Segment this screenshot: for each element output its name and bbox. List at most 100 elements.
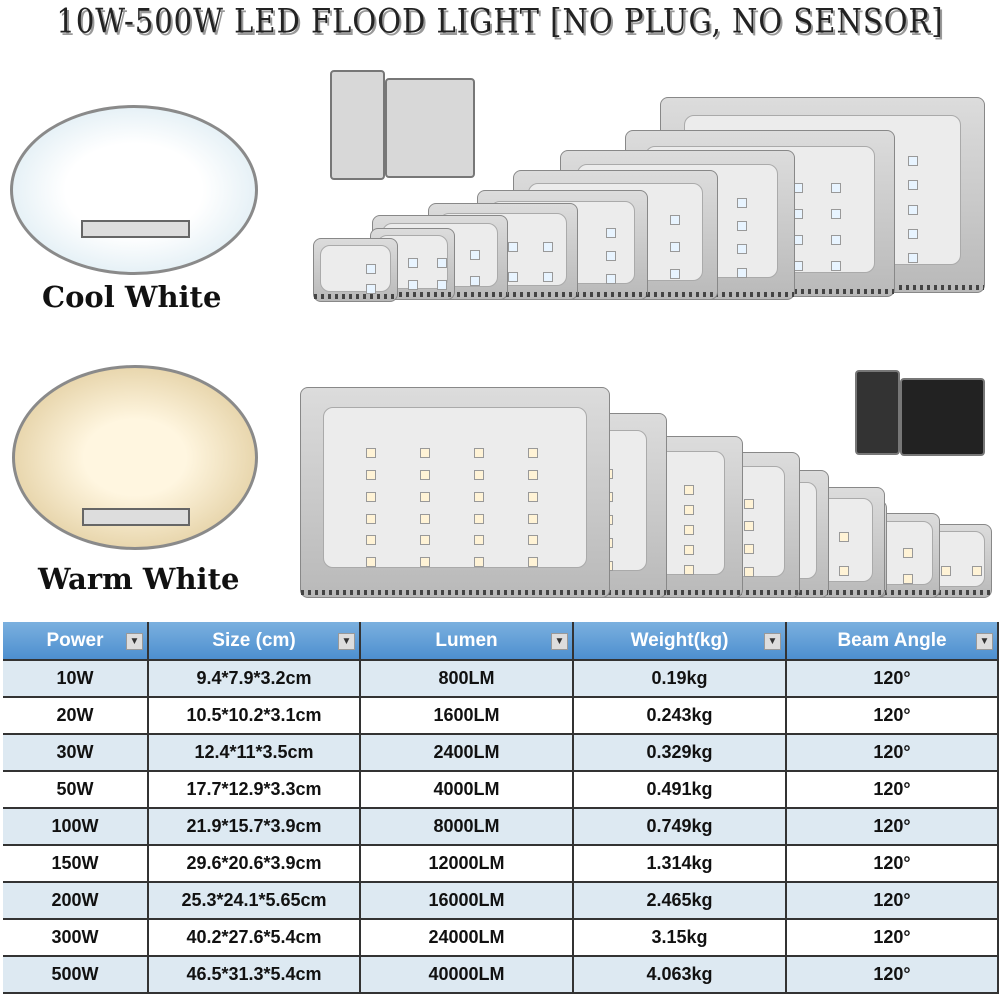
led-chip <box>469 249 480 260</box>
led-chip <box>542 272 553 283</box>
table-cell: 120° <box>786 734 999 772</box>
led-chip <box>737 221 748 232</box>
cool-mount-side-view <box>330 70 385 180</box>
table-cell: 21.9*15.7*3.9cm <box>148 808 361 846</box>
table-cell: 50W <box>3 771 149 809</box>
table-cell: 1.314kg <box>573 845 787 883</box>
table-cell: 40000LM <box>360 956 574 994</box>
filter-dropdown-icon[interactable]: ▼ <box>976 633 993 650</box>
led-chip <box>737 267 748 278</box>
table-cell: 120° <box>786 919 999 957</box>
led-chip <box>528 470 539 481</box>
led-chip <box>605 273 616 284</box>
led-chip <box>419 535 430 546</box>
led-chip <box>528 535 539 546</box>
filter-dropdown-icon[interactable]: ▼ <box>764 633 781 650</box>
led-chip <box>365 470 376 481</box>
table-cell: 9.4*7.9*3.2cm <box>148 660 361 698</box>
led-chip <box>744 566 755 577</box>
led-chip <box>830 183 841 194</box>
table-cell: 120° <box>786 660 999 698</box>
column-header-label: Power <box>46 629 104 651</box>
led-chip <box>839 565 850 576</box>
led-chip <box>903 573 914 584</box>
led-chip <box>474 491 485 502</box>
table-cell: 0.19kg <box>573 660 787 698</box>
table-cell: 3.15kg <box>573 919 787 957</box>
cool-white-label: Cool White <box>42 280 222 314</box>
table-row: 20W 10.5*10.2*3.1cm 1600LM 0.243kg 120° <box>3 697 999 735</box>
led-chip <box>830 260 841 271</box>
table-cell: 0.491kg <box>573 771 787 809</box>
filter-dropdown-icon[interactable]: ▼ <box>126 633 143 650</box>
led-chip <box>908 253 919 264</box>
warm-mount-side-view <box>855 370 900 455</box>
warm-mount-back-view <box>900 378 985 456</box>
column-header-label: Size (cm) <box>212 629 296 651</box>
led-chip <box>908 228 919 239</box>
led-chip <box>528 557 539 568</box>
led-chip <box>365 264 376 275</box>
table-cell: 46.5*31.3*5.4cm <box>148 956 361 994</box>
cool-flood-light-panel <box>313 238 398 302</box>
led-chip <box>365 557 376 568</box>
table-row: 50W 17.7*12.9*3.3cm 4000LM 0.491kg 120° <box>3 771 999 809</box>
column-header: Weight(kg) ▼ <box>573 622 787 661</box>
led-chip <box>669 215 680 226</box>
led-chip <box>419 448 430 459</box>
table-row: 300W 40.2*27.6*5.4cm 24000LM 3.15kg 120° <box>3 919 999 957</box>
table-row: 100W 21.9*15.7*3.9cm 8000LM 0.749kg 120° <box>3 808 999 846</box>
led-chip <box>737 197 748 208</box>
column-header: Lumen ▼ <box>360 622 574 661</box>
led-chip <box>684 525 695 536</box>
table-cell: 120° <box>786 771 999 809</box>
led-chip <box>365 448 376 459</box>
led-chip <box>669 242 680 253</box>
led-chip <box>407 279 418 290</box>
table-cell: 24000LM <box>360 919 574 957</box>
filter-dropdown-icon[interactable]: ▼ <box>338 633 355 650</box>
table-cell: 300W <box>3 919 149 957</box>
led-chip <box>419 557 430 568</box>
table-cell: 150W <box>3 845 149 883</box>
table-cell: 40.2*27.6*5.4cm <box>148 919 361 957</box>
led-chip <box>528 448 539 459</box>
led-chip <box>419 513 430 524</box>
table-cell: 10W <box>3 660 149 698</box>
table-cell: 8000LM <box>360 808 574 846</box>
table-cell: 20W <box>3 697 149 735</box>
led-chip <box>684 505 695 516</box>
table-cell: 0.243kg <box>573 697 787 735</box>
led-chip <box>605 251 616 262</box>
led-chip <box>830 209 841 220</box>
led-chip <box>744 521 755 532</box>
table-cell: 800LM <box>360 660 574 698</box>
filter-dropdown-icon[interactable]: ▼ <box>551 633 568 650</box>
table-cell: 1600LM <box>360 697 574 735</box>
table-cell: 120° <box>786 845 999 883</box>
led-chip <box>684 485 695 496</box>
table-row: 150W 29.6*20.6*3.9cm 12000LM 1.314kg 120° <box>3 845 999 883</box>
led-chip <box>542 242 553 253</box>
led-chip <box>528 491 539 502</box>
led-chip <box>744 543 755 554</box>
led-chip <box>507 272 518 283</box>
table-cell: 10.5*10.2*3.1cm <box>148 697 361 735</box>
table-cell: 100W <box>3 808 149 846</box>
table-cell: 0.749kg <box>573 808 787 846</box>
led-chip <box>744 498 755 509</box>
led-chip <box>684 565 695 576</box>
led-chip <box>407 257 418 268</box>
column-header-label: Weight(kg) <box>630 629 729 651</box>
warm-white-light-photo <box>12 365 258 550</box>
led-chip <box>684 545 695 556</box>
table-cell: 500W <box>3 956 149 994</box>
warm-white-label: Warm White <box>38 562 240 596</box>
led-chip <box>419 491 430 502</box>
table-cell: 29.6*20.6*3.9cm <box>148 845 361 883</box>
table-cell: 16000LM <box>360 882 574 920</box>
led-chip <box>903 547 914 558</box>
column-header: Power ▼ <box>3 622 149 661</box>
led-chip <box>839 531 850 542</box>
led-chip <box>669 268 680 279</box>
